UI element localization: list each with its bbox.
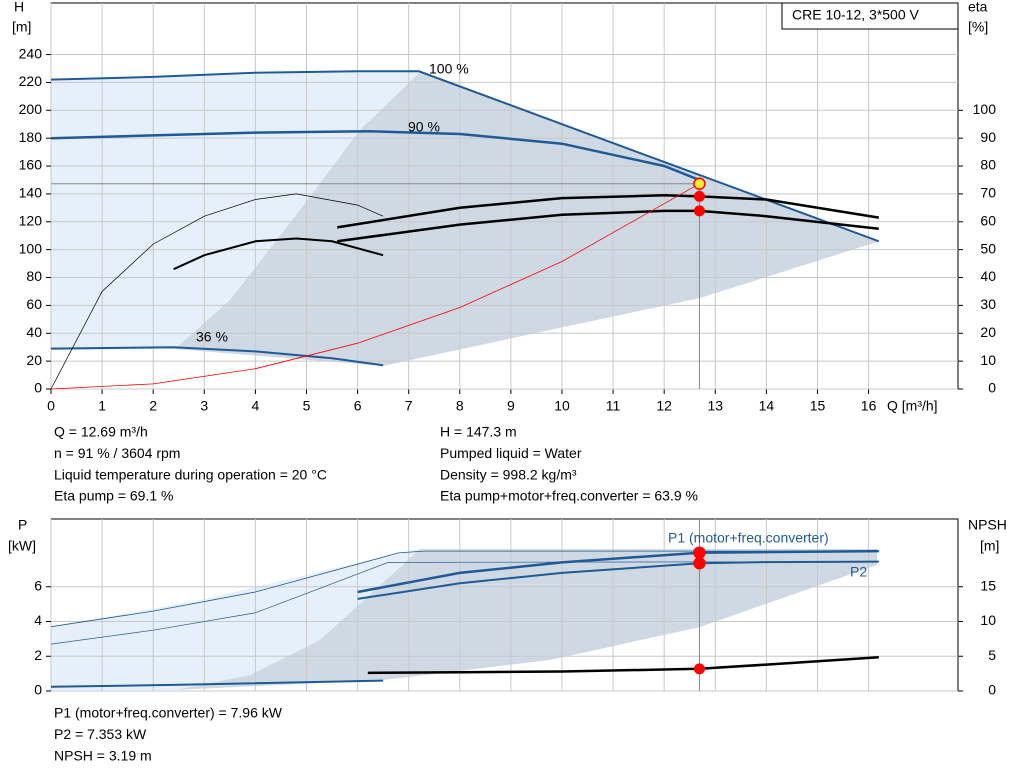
y-tick-label: 60 [26,296,42,312]
curve [367,655,879,675]
x-tick-label: 6 [354,398,362,414]
y-tick-label: 6 [34,577,42,593]
x-tick-label: 13 [707,398,723,414]
x-tick-label: 12 [656,398,672,414]
info-text: P1 (motor+freq.converter) = 7.96 kW [54,705,283,721]
range-area [51,549,420,690]
info-text: Pumped liquid = Water [440,445,582,461]
x-axis-label: Q [m³/h] [887,398,938,414]
curve-label: 36 % [196,329,228,345]
curve [50,346,384,367]
curve-label: P2 [850,564,867,580]
curve [50,193,384,390]
x-tick-label: 1 [98,398,106,414]
y-tick-label: 160 [19,157,43,173]
info-text: n = 91 % / 3604 rpm [54,445,180,461]
y2-axis-label: NPSH [968,517,1007,533]
y2-tick-label: 80 [980,157,996,173]
curve [173,237,384,271]
curve-label: 90 % [408,119,440,135]
curve [337,209,879,243]
x-tick-label: 10 [554,398,570,414]
duty-point [693,663,705,675]
curve [50,679,384,688]
curve [50,550,879,628]
curve [50,561,879,645]
y-axis-label: P [18,517,27,533]
info-text: Q = 12.69 m³/h [54,424,148,440]
y2-tick-label: 100 [973,101,997,117]
title-box [781,2,959,30]
info-text: Eta pump+motor+freq.converter = 63.9 % [440,488,698,504]
y2-tick-label: 15 [980,577,996,593]
info-text: P2 = 7.353 kW [54,726,147,742]
x-tick-label: 2 [149,398,157,414]
curve-label: P1 (motor+freq.converter) [668,530,829,546]
y-tick-label: 80 [26,268,42,284]
y-tick-label: 220 [19,73,43,89]
y-tick-label: 40 [26,324,42,340]
y2-axis-unit: [m] [980,538,999,554]
y-tick-label: 200 [19,101,43,117]
y-tick-label: 2 [34,647,42,663]
y2-tick-label: 5 [988,647,996,663]
x-tick-label: 8 [456,398,464,414]
y2-tick-label: 40 [980,268,996,284]
x-tick-label: 3 [200,398,208,414]
x-tick-label: 16 [861,398,877,414]
chart-title: CRE 10-12, 3*500 V [792,7,920,23]
x-tick-label: 11 [606,398,621,414]
curve-label: 100 % [429,61,469,77]
y2-axis-label: eta [968,0,988,15]
duty-point [693,205,705,217]
y2-tick-label: 90 [980,129,996,145]
y2-tick-label: 30 [980,296,996,312]
curve [50,129,700,182]
x-tick-label: 14 [759,398,775,414]
y2-tick-label: 10 [980,612,996,628]
info-text: Density = 998.2 kg/m³ [440,466,577,482]
y2-tick-label: 70 [980,185,996,201]
y2-tick-label: 50 [980,240,996,256]
y-tick-label: 140 [19,185,43,201]
x-tick-label: 0 [47,398,55,414]
y-tick-label: 120 [19,212,43,228]
duty-point [693,190,705,202]
x-tick-label: 4 [251,398,259,414]
y2-tick-label: 0 [988,682,996,698]
range-area [51,72,420,350]
x-tick-label: 5 [303,398,311,414]
y-axis-unit: [kW] [8,538,36,554]
y-tick-label: 4 [34,612,42,628]
info-text: Eta pump = 69.1 % [54,488,173,504]
duty-point [693,557,706,570]
y2-tick-label: 0 [988,380,996,396]
y-tick-label: 180 [19,129,43,145]
duty-point [693,546,706,559]
operating-area [175,549,877,690]
x-tick-label: 15 [810,398,826,414]
curve [50,70,880,243]
info-text: H = 147.3 m [440,424,517,440]
curve [50,183,700,390]
y2-tick-label: 10 [980,352,996,368]
curve [337,194,879,229]
y-axis-label: H [14,0,24,15]
info-text: NPSH = 3.19 m [54,747,152,763]
y2-tick-label: 60 [980,212,996,228]
y-axis-unit: [m] [12,19,31,35]
y2-axis-unit: [%] [968,19,988,35]
x-tick-label: 7 [405,398,413,414]
info-text: Liquid temperature during operation = 20… [54,466,327,482]
y-tick-label: 0 [34,682,42,698]
x-tick-label: 9 [507,398,515,414]
y2-tick-label: 20 [980,324,996,340]
y-tick-label: 240 [19,45,43,61]
y-tick-label: 100 [19,240,43,256]
y-tick-label: 20 [26,352,42,368]
y-tick-label: 0 [34,380,42,396]
duty-point [693,177,706,190]
